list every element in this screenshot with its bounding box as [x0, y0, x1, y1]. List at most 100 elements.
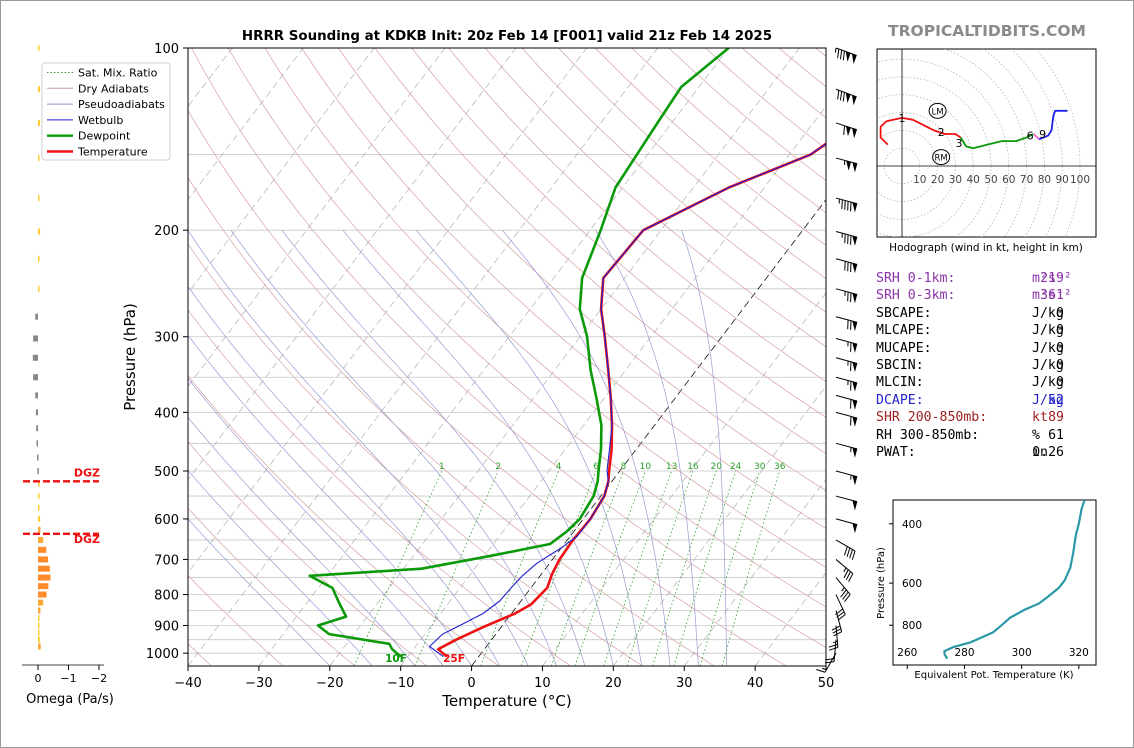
- mixing-ratio-line: [652, 470, 717, 666]
- pseudoadiabat: [595, 230, 699, 666]
- legend-entry: Pseudoadiabats: [78, 98, 165, 111]
- omega-bar: [33, 374, 38, 381]
- index-value: 0: [1056, 357, 1064, 373]
- omega-tick-label: 0: [35, 672, 42, 685]
- pseudoadiabat: [188, 230, 529, 666]
- omega-bar: [38, 574, 51, 581]
- barb-flag: [852, 362, 858, 373]
- pseudoadiabat: [230, 229, 557, 666]
- barb-full: [840, 589, 847, 598]
- index-unit: J/kg: [1032, 305, 1064, 321]
- omega-bar: [38, 629, 40, 636]
- barb-staff: [835, 577, 851, 595]
- pseudoadiabat: [188, 334, 472, 666]
- x-tick-label: 0: [467, 676, 475, 691]
- omega-bar: [38, 636, 40, 643]
- barb-full: [816, 668, 826, 673]
- index-unit: %: [1032, 427, 1040, 443]
- mixing-ratio-label: 30: [754, 462, 766, 472]
- wind-barb: [835, 197, 858, 213]
- skewt-background-lines: [188, 48, 826, 666]
- barb-staff: [835, 357, 858, 364]
- theta-e-profile: 260 280 300 320 400 600 800: [889, 500, 1089, 669]
- barb-flag: [852, 447, 858, 458]
- barb-flag: [851, 53, 857, 64]
- barb-half: [821, 667, 827, 671]
- hodograph-ring-label: 40: [967, 174, 980, 186]
- omega-bar: [38, 45, 40, 51]
- storm-motion-marker: [932, 149, 951, 166]
- omega-bar: [38, 119, 41, 126]
- dry-adiabat: [188, 243, 643, 666]
- hodograph-trace: [879, 117, 913, 146]
- index-label: SHR 200-850mb:: [876, 410, 988, 426]
- storm-motion-label: LM: [932, 107, 944, 117]
- index-label: SBCAPE:: [876, 305, 932, 321]
- barb-half: [843, 567, 847, 573]
- theta-y-tick-label: 400: [902, 519, 922, 531]
- storm-motion-marker: [928, 102, 947, 119]
- index-row: SRH 0-3km: 361 m²s⁻²: [876, 288, 1106, 305]
- pseudoadiabat: [188, 469, 373, 666]
- wind-barb: [835, 122, 858, 139]
- theta-y-tick-label: 800: [902, 620, 922, 632]
- theta-e-x-label: Equivalent Pot. Temperature (K): [914, 670, 1073, 681]
- wind-barb: [816, 652, 837, 673]
- index-value: 361: [1040, 288, 1064, 304]
- barb-staff: [835, 231, 858, 238]
- index-value: 52: [1048, 392, 1064, 408]
- isotherm: [258, 48, 729, 666]
- index-row: SHR 200-850mb: 89 kt: [876, 410, 1106, 427]
- barb-staff: [835, 470, 858, 478]
- surface-temperature-label: 25F: [443, 653, 465, 665]
- barb-staff: [833, 639, 837, 662]
- barb-full: [849, 549, 853, 559]
- barb-full: [842, 92, 845, 102]
- omega-bar: [38, 556, 49, 563]
- barb-full: [846, 547, 851, 557]
- barb-half: [834, 47, 837, 53]
- skewt-tick-labels: −40 −30 −20 −10 0 10 20 30 40 50 100 200 300 400 500 60…: [146, 42, 834, 691]
- dry-adiabat: [521, 48, 826, 313]
- omega-bar: [38, 591, 47, 598]
- mixing-ratio-line: [550, 470, 624, 666]
- wind-barb: [835, 316, 858, 332]
- x-tick-label: −10: [387, 676, 414, 691]
- index-label: RH 300-850mb:: [876, 427, 980, 443]
- omega-bar: [35, 313, 38, 320]
- barb-full: [828, 643, 838, 648]
- legend: Sat. Mix. Ratio Dry Adiabats Pseudoadiabat…: [41, 62, 171, 161]
- barb-staff: [835, 288, 858, 296]
- omega-bar: [38, 255, 40, 262]
- index-row: MLCAPE: 0 J/kg: [876, 323, 1106, 340]
- mixing-ratio-line: [699, 470, 761, 666]
- dry-adiabat: [191, 48, 826, 648]
- barb-flag: [851, 95, 857, 106]
- wind-barb: [835, 470, 858, 486]
- pseudoadiabat: [188, 518, 331, 666]
- isotherm: [188, 48, 588, 574]
- mixing-ratio-label: 24: [730, 462, 742, 472]
- hodograph-ring-label: 50: [984, 174, 997, 186]
- y-tick-label: 800: [154, 589, 179, 604]
- barb-full: [837, 614, 846, 621]
- dry-adiabat: [188, 309, 571, 666]
- x-tick-label: 40: [747, 676, 764, 691]
- mixing-ratio-label: 36: [774, 462, 786, 472]
- omega-tick-label: −2: [91, 672, 107, 685]
- wind-barb: [828, 625, 839, 651]
- index-row: SRH 0-1km: 219 m²s⁻²: [876, 271, 1106, 288]
- hodograph-trace: [1033, 133, 1040, 140]
- barb-flag: [852, 263, 858, 274]
- barb-half: [841, 587, 845, 592]
- dry-adiabat: [188, 441, 428, 666]
- hodograph-height-label: 3: [955, 137, 962, 150]
- hodograph-trace: [959, 133, 1035, 150]
- dgz-label: DGZ: [74, 533, 100, 546]
- barb-full: [839, 49, 843, 60]
- index-value: 0: [1056, 305, 1064, 321]
- wind-barb: [835, 258, 858, 274]
- barb-flag: [852, 128, 857, 139]
- omega-bar: [38, 195, 40, 202]
- barb-staff: [835, 442, 858, 450]
